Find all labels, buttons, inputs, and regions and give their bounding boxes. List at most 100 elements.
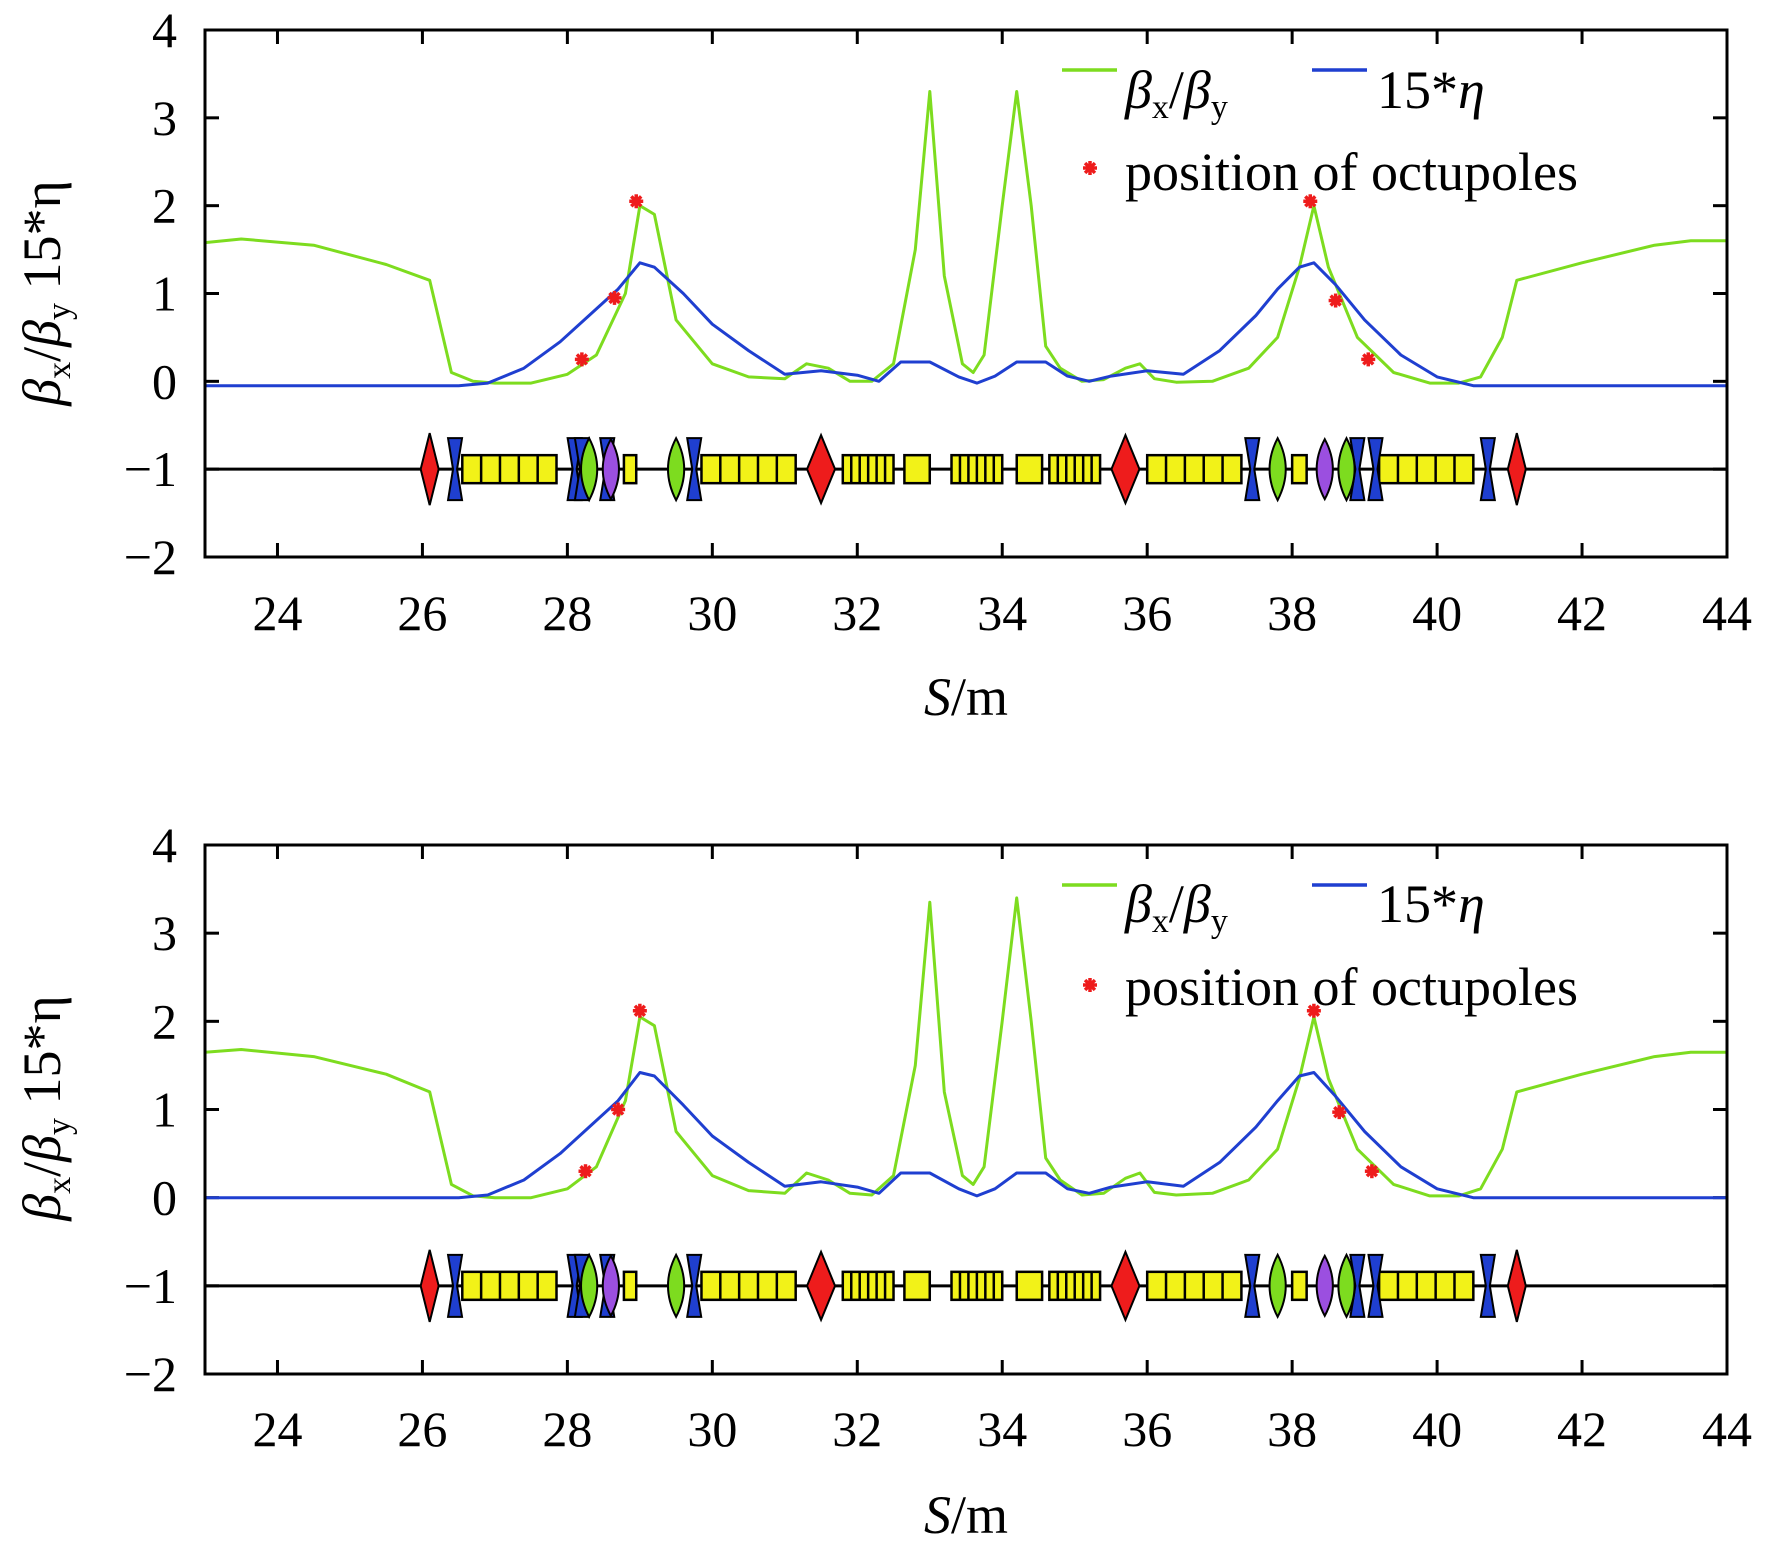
x-tick-label: 30 xyxy=(687,1401,737,1457)
x-tick-label: 24 xyxy=(252,1401,302,1457)
octupole-marker xyxy=(1332,1105,1347,1120)
dipole-block xyxy=(461,1270,558,1302)
sextupole xyxy=(601,1253,620,1318)
x-tick-label: 44 xyxy=(1702,585,1752,641)
y-axis-title: βx/βy 15*η xyxy=(12,180,78,407)
octupole-marker-stroke xyxy=(630,195,643,208)
octupole-marker-stroke xyxy=(1362,353,1375,366)
legend-sub: x xyxy=(1152,903,1169,940)
x-tick-label: 34 xyxy=(977,585,1027,641)
bending-magnet-marker xyxy=(1110,1249,1141,1323)
beta-ratio-line xyxy=(205,90,1727,385)
y-axis-title-beta: β xyxy=(12,1135,72,1163)
defocusing-quadrupole xyxy=(1244,437,1261,502)
legend-sub: y xyxy=(1211,903,1228,940)
y-tick-label: 2 xyxy=(152,178,177,234)
legend-slash: / xyxy=(1169,874,1184,934)
bending-magnet-marker xyxy=(1506,1249,1527,1323)
legend-octupole-stroke xyxy=(1083,161,1097,175)
focusing-quadrupole xyxy=(1268,1252,1287,1319)
defocusing-quadrupole xyxy=(686,437,703,502)
octupole-marker-stroke xyxy=(611,1103,625,1116)
legend-sub: x xyxy=(1152,89,1169,126)
legend-beta-ratio-label: βx/βy xyxy=(1124,874,1228,940)
bending-magnet-marker xyxy=(805,432,837,506)
dipole-block xyxy=(903,1270,932,1302)
defocusing-quadrupole xyxy=(446,437,464,502)
y-tick-label: 3 xyxy=(152,90,177,146)
octupole-marker-stroke xyxy=(608,291,621,305)
legend-sub: y xyxy=(1211,89,1228,126)
x-tick-label: 36 xyxy=(1122,1401,1172,1457)
x-axis-title-symbol: S xyxy=(924,667,951,727)
y-tick-label: 1 xyxy=(152,1082,177,1138)
x-axis-title-unit: /m xyxy=(951,667,1008,727)
octupole-marker xyxy=(629,194,644,209)
legend-beta: β xyxy=(1124,874,1152,934)
y-tick-label: −1 xyxy=(124,1258,177,1314)
y-axis-title-beta: β xyxy=(12,320,72,348)
octupole-marker-stroke xyxy=(1307,1004,1321,1017)
defocusing-quadrupole xyxy=(1367,437,1384,502)
legend-beta-ratio-label: βx/βy xyxy=(1124,60,1228,126)
y-axis-title-sub: y xyxy=(41,303,78,320)
legend-octupole-label: position of octupoles xyxy=(1125,957,1578,1017)
octupole-marker xyxy=(574,352,589,367)
dipole-block xyxy=(1015,1270,1044,1302)
focusing-quadrupole xyxy=(580,1252,599,1319)
octupole-marker-stroke xyxy=(579,1165,592,1178)
beta-ratio-line xyxy=(205,896,1727,1200)
dipole-block xyxy=(622,453,638,485)
dipole-block xyxy=(1290,453,1308,485)
chart-panel-bottom: 24 26 28 30 32 34 36 38 40 42 44−2−101234S/mβx/βy … xyxy=(12,817,1752,1545)
legend-octupole-stroke xyxy=(1083,978,1097,992)
x-tick-label: 32 xyxy=(832,1401,882,1457)
chart-panel-top: 24 26 28 30 32 34 36 38 40 42 44−2−101234S/mβx/βy … xyxy=(12,2,1752,727)
dipole-block xyxy=(903,453,932,485)
dipole-block xyxy=(700,1270,797,1302)
legend-beta: β xyxy=(1183,874,1211,934)
bending-magnet-marker xyxy=(805,1249,837,1323)
focusing-quadrupole xyxy=(1268,436,1287,503)
bending-magnet-marker xyxy=(1506,432,1527,506)
x-tick-label: 40 xyxy=(1412,585,1462,641)
plot-frame xyxy=(203,843,1729,1376)
y-axis-title: βx/βy 15*η xyxy=(12,995,78,1222)
octupole-marker-stroke xyxy=(1329,294,1342,307)
dipole-block xyxy=(1377,453,1475,485)
legend-eta-prefix: 15* xyxy=(1377,874,1458,934)
x-tick-label: 42 xyxy=(1557,585,1607,641)
x-axis-title: S/m xyxy=(924,1485,1008,1545)
x-tick-label: 32 xyxy=(832,585,882,641)
dipole-block xyxy=(461,453,558,485)
octupole-marker xyxy=(611,1102,626,1117)
y-tick-label: 3 xyxy=(152,905,177,961)
y-tick-label: 2 xyxy=(152,993,177,1049)
dipole-block xyxy=(622,1270,638,1302)
octupole-marker xyxy=(1328,293,1343,308)
octupole-marker xyxy=(578,1164,593,1179)
y-axis-title-beta: β xyxy=(12,379,72,407)
legend-eta-label: 15*η xyxy=(1377,874,1485,934)
eta-line xyxy=(205,1071,1727,1200)
legend-octupole-swatch xyxy=(1083,161,1097,175)
octupole-marker xyxy=(632,1003,647,1018)
focusing-quadrupole xyxy=(1337,436,1356,503)
sextupole xyxy=(1315,437,1334,502)
x-tick-label: 24 xyxy=(252,585,302,641)
octupole-marker xyxy=(1306,1003,1321,1018)
y-tick-label: 4 xyxy=(152,817,177,873)
x-tick-label: 30 xyxy=(687,585,737,641)
x-tick-label: 38 xyxy=(1267,1401,1317,1457)
y-tick-label: −2 xyxy=(124,1346,177,1402)
legend-eta-symbol: η xyxy=(1458,60,1485,120)
x-tick-label: 36 xyxy=(1122,585,1172,641)
y-axis-title-beta: β xyxy=(12,1194,72,1222)
x-axis-title: S/m xyxy=(924,667,1008,727)
x-tick-label: 28 xyxy=(542,1401,592,1457)
bending-magnet-marker xyxy=(1110,432,1141,506)
plot-area xyxy=(205,90,1727,506)
y-axis-title-slash: / xyxy=(12,1162,72,1177)
